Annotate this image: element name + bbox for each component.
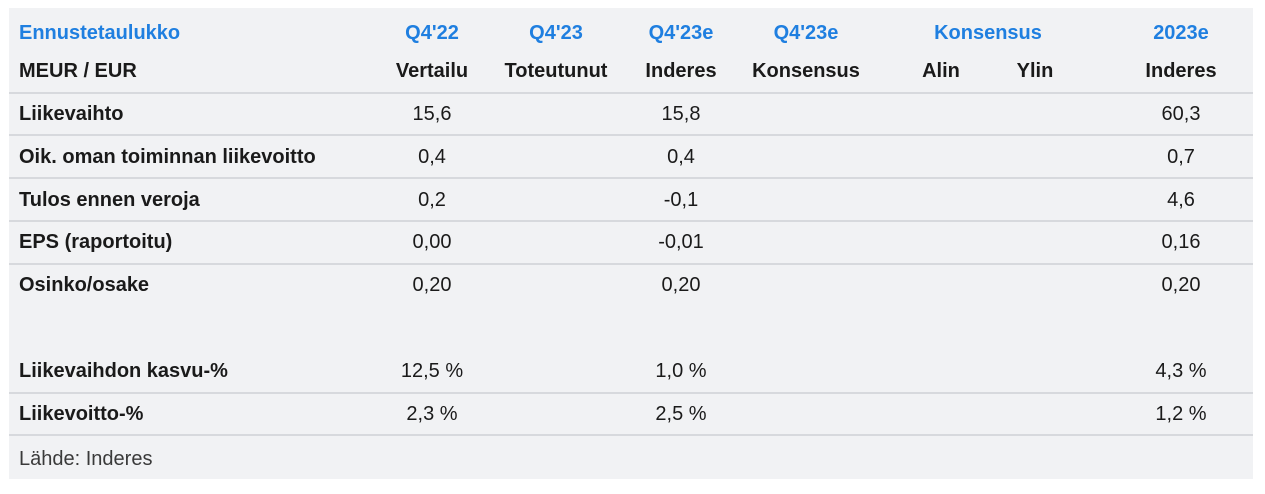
cell-q423e-inderes: 15,8 [661,102,701,125]
col-subheader-vertailu: Vertailu [395,59,469,82]
col-header-q423: Q4'23 [529,21,583,44]
col-subheader-inderes: Inderes [645,59,717,82]
table-row: Osinko/osake 0,20 0,20 0,20 [9,264,1253,306]
divider [9,134,1253,136]
cell-q423e-inderes: -0,01 [658,230,704,253]
row-label: Tulos ennen veroja [19,188,200,211]
cell-2023e: 4,3 % [1155,359,1207,382]
divider [9,220,1253,222]
cell-q423e-inderes: -0,1 [663,188,699,211]
cell-2023e: 0,7 [1167,145,1195,168]
cell-q423e-inderes: 0,20 [661,273,701,296]
divider [9,392,1253,394]
cell-2023e: 1,2 % [1155,402,1207,425]
row-label: Oik. oman toiminnan liikevoitto [19,145,316,168]
table-row: Liikevaihdon kasvu-% 12,5 % 1,0 % 4,3 % [9,350,1253,392]
cell-2023e: 0,16 [1161,230,1201,253]
row-label: Liikevaihto [19,102,124,125]
row-label: Liikevoitto-% [19,402,144,425]
col-subheader-toteutunut: Toteutunut [504,59,608,82]
cell-q422: 0,2 [418,188,446,211]
table-row: Oik. oman toiminnan liikevoitto 0,4 0,4 … [9,136,1253,178]
divider [9,263,1253,265]
col-subheader-konsensus: Konsensus [752,59,860,82]
cell-q422: 0,00 [412,230,452,253]
cell-q422: 0,4 [418,145,446,168]
cell-q422: 15,6 [412,102,452,125]
cell-q423e-inderes: 0,4 [667,145,695,168]
cell-q423e-inderes: 1,0 % [655,359,707,382]
cell-q422: 2,3 % [406,402,458,425]
row-label: Osinko/osake [19,273,150,296]
col-subheader-inderes-2023e: Inderes [1145,59,1217,82]
table-row: EPS (raportoitu) 0,00 -0,01 0,16 [9,221,1253,263]
cell-q422: 12,5 % [400,359,464,382]
table-row: Liikevaihto 15,6 15,8 60,3 [9,93,1253,135]
unit-label: MEUR / EUR [19,59,137,82]
divider [9,177,1253,179]
source-note: Lähde: Inderes [19,448,153,470]
divider [9,434,1253,436]
cell-2023e: 4,6 [1167,188,1195,211]
col-subheader-ylin: Ylin [1016,59,1054,82]
cell-2023e: 0,20 [1161,273,1201,296]
divider [9,92,1253,94]
table-row: Tulos ennen veroja 0,2 -0,1 4,6 [9,179,1253,221]
cell-q422: 0,20 [412,273,452,296]
header-row-1: Ennustetaulukko Q4'22 Q4'23 Q4'23e Q4'23… [9,12,1253,54]
cell-q423e-inderes: 2,5 % [655,402,707,425]
header-row-2: MEUR / EUR Vertailu Toteutunut Inderes K… [9,50,1253,92]
col-header-konsensus: Konsensus [934,21,1042,44]
row-label: EPS (raportoitu) [19,230,173,253]
col-header-q423e-consensus: Q4'23e [773,21,839,44]
col-subheader-alin: Alin [922,59,960,82]
table-row: Liikevoitto-% 2,3 % 2,5 % 1,2 % [9,393,1253,435]
col-header-q423e-inderes: Q4'23e [648,21,714,44]
table-title: Ennustetaulukko [19,21,181,44]
col-header-2023e: 2023e [1153,21,1209,44]
row-label: Liikevaihdon kasvu-% [19,359,228,382]
col-header-q422: Q4'22 [405,21,459,44]
forecast-table: Ennustetaulukko Q4'22 Q4'23 Q4'23e Q4'23… [9,8,1253,479]
cell-2023e: 60,3 [1161,102,1201,125]
